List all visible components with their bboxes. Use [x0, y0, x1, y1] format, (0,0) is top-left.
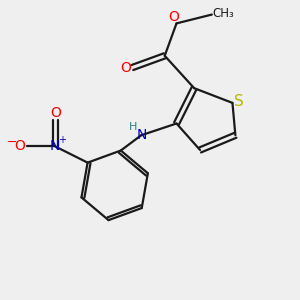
Text: H: H — [129, 122, 137, 132]
Text: O: O — [168, 10, 179, 24]
Text: N: N — [136, 128, 147, 142]
Text: O: O — [50, 106, 61, 120]
Text: S: S — [234, 94, 244, 109]
Text: −: − — [7, 136, 17, 148]
Text: N: N — [50, 139, 60, 152]
Text: O: O — [14, 140, 25, 153]
Text: +: + — [58, 135, 66, 145]
Text: O: O — [120, 61, 131, 75]
Text: CH₃: CH₃ — [212, 7, 234, 20]
